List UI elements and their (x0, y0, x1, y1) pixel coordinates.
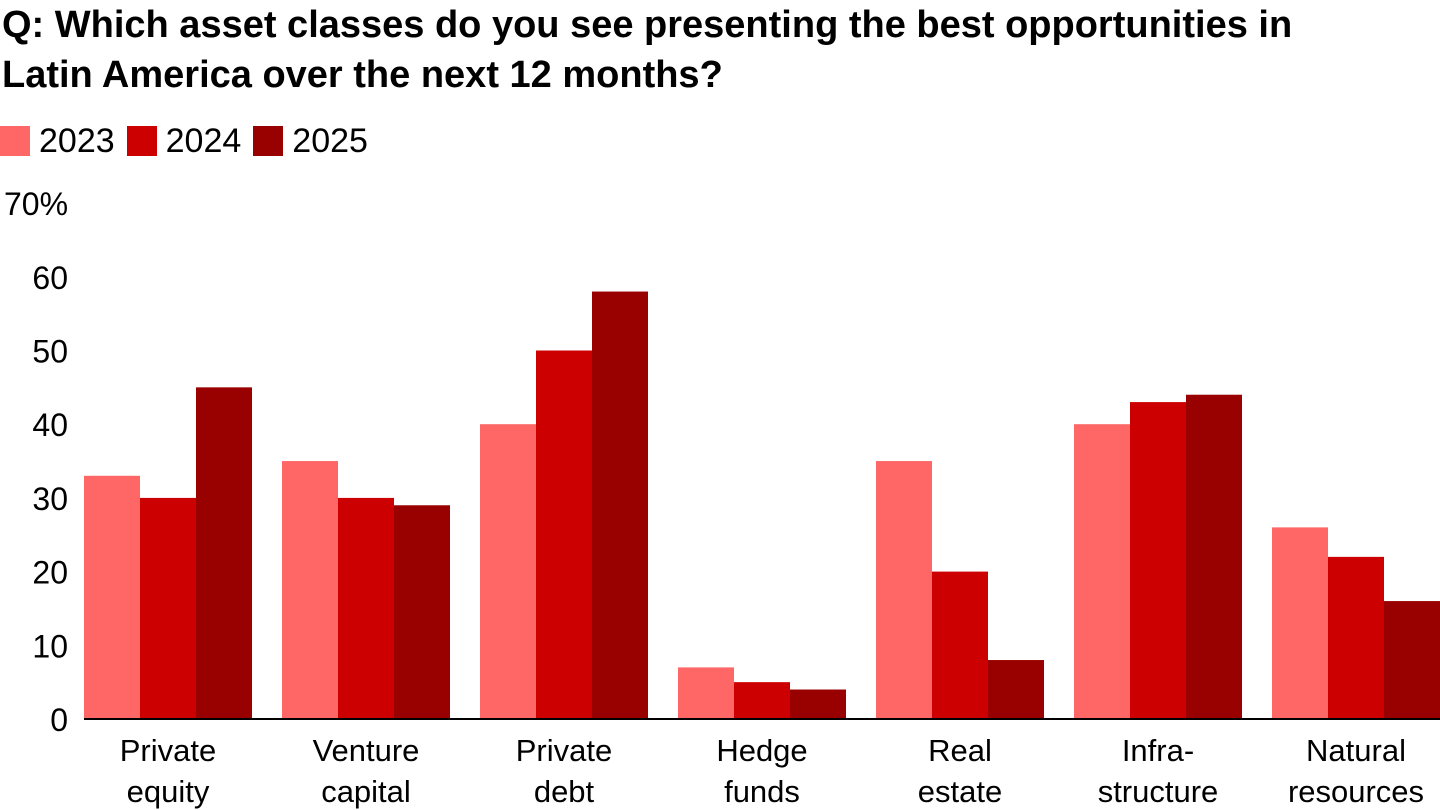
legend-item-2023: 2023 (0, 121, 115, 161)
bar-2025 (592, 291, 648, 719)
bar-2023 (1272, 527, 1328, 719)
legend-swatch-2024 (126, 126, 157, 156)
y-tick-label: 70% (4, 186, 68, 222)
legend-item-2025: 2025 (253, 121, 368, 161)
bar-2024 (536, 350, 592, 719)
bar-2023 (678, 667, 734, 719)
x-tick-label: funds (724, 774, 800, 809)
legend-item-2024: 2024 (126, 121, 242, 161)
bar-2025 (1186, 394, 1242, 719)
legend-label-2025: 2025 (292, 122, 368, 160)
legend-label-2024: 2024 (165, 122, 242, 160)
bar-2025 (394, 505, 450, 719)
y-tick-label: 50 (32, 334, 68, 370)
x-tick-label: estate (918, 774, 1002, 809)
y-tick-label: 20 (32, 555, 68, 591)
bar-2025 (790, 689, 846, 719)
x-tick-label: Real (928, 733, 992, 768)
bar-2024 (1328, 556, 1384, 719)
x-tick-label: Private (516, 733, 612, 768)
chart-title-line-1: Q: Which asset classes do you see presen… (2, 4, 1293, 46)
bar-2025 (196, 387, 252, 719)
x-tick-label: Private (120, 733, 216, 768)
x-tick-label: Venture (313, 733, 420, 768)
bar-2023 (282, 461, 338, 719)
y-tick-label: 30 (32, 481, 68, 517)
legend-label-2023: 2023 (39, 122, 115, 160)
chart-legend: 2023 2024 2025 (0, 121, 380, 161)
chart-title-line-2: Latin America over the next 12 months? (2, 54, 723, 96)
x-tick-label: resources (1288, 774, 1424, 809)
bar-2025 (988, 660, 1044, 719)
legend-swatch-2023 (0, 126, 30, 156)
legend-swatch-2025 (253, 126, 284, 156)
bar-2024 (338, 497, 394, 719)
bar-2023 (876, 461, 932, 719)
x-tick-label: capital (321, 774, 411, 809)
y-tick-label: 0 (50, 702, 68, 738)
bar-2025 (1384, 601, 1440, 719)
x-tick-label: structure (1098, 774, 1219, 809)
y-tick-label: 60 (32, 260, 68, 296)
bar-2024 (1130, 402, 1186, 719)
bar-2023 (1074, 424, 1130, 719)
bar-2024 (932, 571, 988, 719)
x-tick-label: Hedge (716, 733, 807, 768)
bar-2024 (734, 682, 790, 719)
y-tick-label: 40 (32, 407, 68, 443)
bar-2024 (140, 497, 196, 719)
y-axis-tick-labels: 0 10 20 30 40 50 60 70% (4, 186, 68, 738)
x-tick-label: Infra- (1122, 733, 1194, 768)
bar-series (84, 291, 1440, 719)
x-tick-label: Natural (1306, 733, 1406, 768)
x-tick-label: equity (127, 774, 210, 809)
x-axis-category-labels: Private equity Venture capital Private debt He… (120, 733, 1424, 809)
x-tick-label: debt (534, 774, 595, 809)
bar-2023 (480, 424, 536, 719)
y-tick-label: 10 (32, 628, 68, 664)
bar-2023 (84, 475, 140, 719)
chart-title: Q: Which asset classes do you see presen… (2, 0, 1440, 100)
